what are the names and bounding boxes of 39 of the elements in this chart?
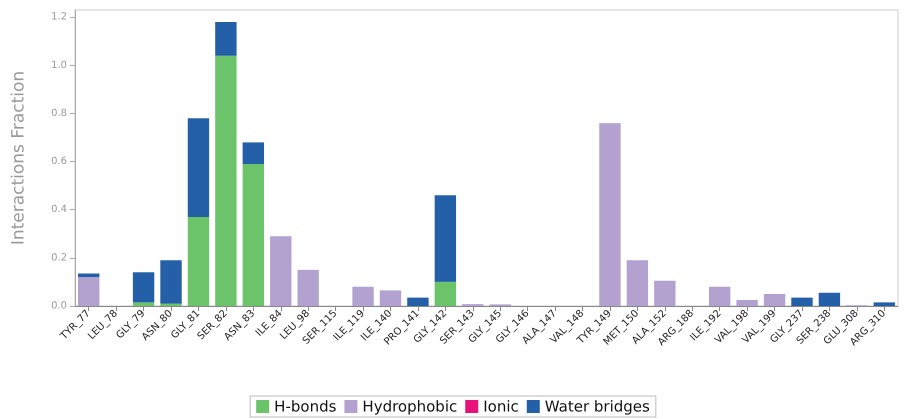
bar xyxy=(297,270,319,306)
bar xyxy=(270,236,292,306)
y-tick-label: 1.0 xyxy=(51,60,67,71)
y-tick-label: 0.8 xyxy=(51,108,67,119)
y-tick-label: 0.2 xyxy=(51,252,67,264)
bar xyxy=(791,298,813,306)
bar xyxy=(78,277,100,306)
bar xyxy=(599,123,621,306)
bar xyxy=(654,280,676,306)
legend-label: H-bonds xyxy=(274,398,337,416)
legend-label: Water bridges xyxy=(544,398,650,416)
bar xyxy=(352,286,374,306)
bar xyxy=(78,274,100,278)
bar xyxy=(132,272,154,302)
bar xyxy=(160,260,182,304)
bar xyxy=(215,22,237,56)
bar xyxy=(434,282,456,306)
bar xyxy=(764,294,786,306)
bar xyxy=(242,164,264,306)
legend-label: Ionic xyxy=(483,398,519,416)
bar xyxy=(215,56,237,306)
bar xyxy=(874,302,895,306)
bar xyxy=(818,292,840,306)
y-tick-label: 0.6 xyxy=(51,156,67,168)
legend-label: Hydrophobic xyxy=(362,398,458,416)
bar xyxy=(434,195,456,282)
y-axis-title: Interactions Fraction xyxy=(8,70,28,246)
bar xyxy=(380,290,402,306)
bar xyxy=(407,298,429,306)
bar xyxy=(188,216,210,306)
bar xyxy=(736,300,758,306)
y-tick-label: 1.2 xyxy=(51,12,67,23)
y-tick-label: 0.0 xyxy=(51,300,67,312)
bar xyxy=(708,286,730,306)
bar xyxy=(626,260,648,306)
bar xyxy=(132,302,154,306)
y-tick-label: 0.4 xyxy=(51,204,67,216)
bar xyxy=(242,142,264,164)
bar xyxy=(188,118,210,217)
